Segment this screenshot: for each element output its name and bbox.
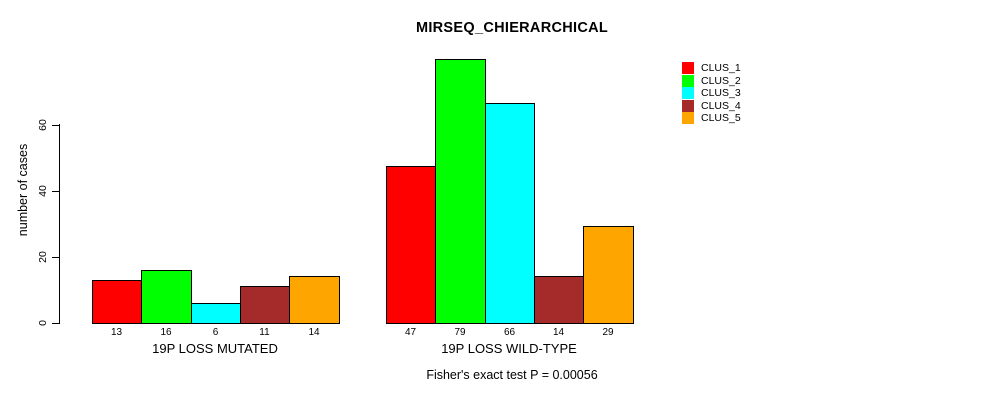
legend-swatch-clus_3 — [682, 87, 694, 99]
footer-annotation: Fisher's exact test P = 0.00056 — [426, 368, 598, 382]
bar-value-label: 66 — [503, 327, 516, 338]
legend-swatch-clus_4 — [682, 99, 694, 112]
bar-value-label: 11 — [259, 327, 270, 338]
bar-value-label: 13 — [110, 327, 123, 338]
bar-value-label: 79 — [454, 327, 466, 338]
x-group-label-wild-type: 19P LOSS WILD-TYPE — [441, 341, 577, 356]
legend-label: CLUS_3 — [701, 87, 741, 99]
legend-row: CLUS_2 — [682, 74, 741, 87]
bar-clus_5-group2 — [583, 226, 634, 324]
bar-clus_4-group1 — [240, 286, 290, 324]
bar-value-label: 14 — [308, 327, 320, 338]
bar-value-label: 29 — [602, 327, 614, 338]
y-tick-mark — [52, 191, 60, 192]
legend-swatch-clus_5 — [682, 112, 694, 124]
legend-row: CLUS_1 — [682, 62, 741, 74]
y-tick-label: 0 — [36, 320, 49, 326]
y-tick-label: 60 — [36, 119, 49, 131]
y-tick-label: 40 — [36, 185, 49, 197]
bar-clus_1-group1 — [92, 280, 142, 324]
bar-value-label: 14 — [552, 327, 565, 338]
x-group-label-mutated: 19P LOSS MUTATED — [152, 341, 278, 356]
y-tick-label: 20 — [36, 251, 49, 263]
legend-label: CLUS_1 — [701, 62, 741, 74]
bar-clus_3-group2 — [485, 103, 535, 324]
legend-row: CLUS_3 — [682, 87, 741, 99]
bar-value-label: 16 — [160, 327, 172, 338]
legend-swatch-clus_1 — [682, 62, 694, 74]
y-tick-mark — [52, 323, 60, 324]
bar-clus_2-group2 — [435, 59, 486, 324]
legend-label: CLUS_4 — [701, 99, 741, 112]
legend-label: CLUS_2 — [701, 74, 741, 87]
bar-value-label: 6 — [212, 327, 219, 338]
bar-clus_2-group1 — [141, 270, 192, 324]
bar-value-label: 47 — [404, 327, 417, 338]
bar-clus_3-group1 — [191, 303, 241, 324]
y-axis-label: number of cases — [15, 143, 30, 237]
legend-row: CLUS_5 — [682, 112, 741, 124]
legend: CLUS_1 CLUS_2 CLUS_3 CLUS_4 CLUS_5 — [682, 62, 741, 124]
bar-clus_4-group2 — [534, 276, 584, 324]
bar-clus_1-group2 — [386, 166, 436, 324]
y-tick-mark — [52, 125, 60, 126]
bar-clus_5-group1 — [289, 276, 340, 324]
legend-row: CLUS_4 — [682, 99, 741, 112]
legend-swatch-clus_2 — [682, 74, 694, 87]
chart-title: MIRSEQ_CHIERARCHICAL — [415, 20, 609, 36]
legend-label: CLUS_5 — [701, 112, 741, 124]
y-axis-line — [59, 124, 60, 324]
y-tick-mark — [52, 257, 60, 258]
